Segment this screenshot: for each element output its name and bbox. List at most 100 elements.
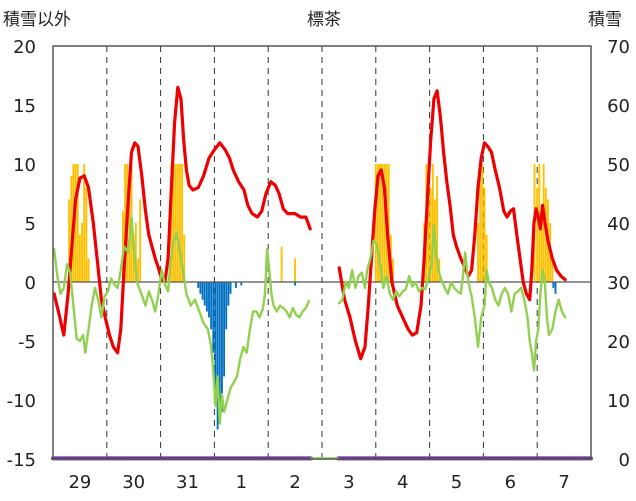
orange-bar-29 bbox=[377, 164, 379, 282]
chart-title: 標茶 bbox=[307, 10, 341, 30]
left-y-axis: -15 -10 -5 0 5 10 15 20 bbox=[7, 37, 36, 471]
blue-bar-5 bbox=[208, 282, 210, 318]
x-tick-label: 4 bbox=[397, 472, 408, 493]
blue-bar-12 bbox=[223, 282, 226, 377]
green-line-segment-1-1 bbox=[338, 224, 567, 372]
orange-bar-5 bbox=[78, 234, 81, 282]
green-line-segment-1-0 bbox=[52, 215, 311, 425]
right-axis-label: 積雪 bbox=[588, 10, 622, 30]
orange-bar-0 bbox=[68, 199, 71, 282]
x-tick-label: 1 bbox=[236, 472, 247, 493]
orange-bar-25 bbox=[183, 234, 186, 282]
right-tick-label: 20 bbox=[607, 332, 630, 353]
orange-bar-32 bbox=[383, 164, 386, 282]
blue-bar-4 bbox=[205, 282, 208, 312]
blue-bar-15 bbox=[229, 282, 232, 294]
orange-bar-18 bbox=[139, 199, 142, 282]
orange-bar-31 bbox=[381, 164, 384, 282]
orange-bar-46 bbox=[479, 164, 482, 282]
orange-bar-16 bbox=[134, 223, 137, 282]
orange-bar-48 bbox=[483, 187, 486, 282]
x-tick-label: 7 bbox=[558, 472, 569, 493]
left-tick-label: -10 bbox=[7, 391, 36, 412]
right-tick-label: 40 bbox=[607, 214, 630, 235]
x-tick-label: 3 bbox=[343, 472, 354, 493]
x-tick-label: 6 bbox=[505, 472, 516, 493]
orange-bar-52 bbox=[540, 211, 543, 282]
orange-bar-21 bbox=[174, 164, 177, 282]
blue-bar-20 bbox=[554, 282, 557, 294]
blue-bar-2 bbox=[201, 282, 204, 300]
orange-bar-24 bbox=[181, 164, 184, 282]
blue-bar-19 bbox=[552, 282, 555, 288]
orange-bar-17 bbox=[137, 258, 139, 282]
header-texts: 積雪以外 標茶 積雪 bbox=[3, 10, 622, 30]
left-tick-label: 0 bbox=[25, 273, 36, 294]
orange-bar-19 bbox=[170, 164, 173, 282]
left-tick-label: 5 bbox=[25, 214, 36, 235]
orange-bar-34 bbox=[387, 164, 390, 282]
orange-bar-36 bbox=[392, 258, 394, 282]
orange-bar-20 bbox=[172, 164, 175, 282]
orange-bar-11 bbox=[124, 164, 127, 282]
orange-bar-57 bbox=[551, 258, 554, 282]
blue-bar-11 bbox=[220, 282, 223, 412]
left-tick-label: 20 bbox=[13, 37, 36, 58]
right-tick-label: 60 bbox=[607, 96, 630, 117]
x-tick-label: 31 bbox=[176, 472, 199, 493]
blue-bar-8 bbox=[214, 282, 217, 400]
blue-bar-1 bbox=[199, 282, 202, 294]
grid-lines bbox=[106, 46, 538, 459]
left-tick-label: 10 bbox=[13, 155, 36, 176]
right-tick-label: 30 bbox=[607, 273, 630, 294]
orange-bar-1 bbox=[70, 175, 73, 282]
x-tick-label: 30 bbox=[122, 472, 145, 493]
orange-bar-43 bbox=[436, 175, 439, 282]
left-axis-label: 積雪以外 bbox=[3, 10, 71, 30]
orange-bar-45 bbox=[477, 223, 479, 282]
orange-bar-39 bbox=[427, 164, 430, 282]
blue-bar-17 bbox=[240, 282, 243, 286]
orange-bar-7 bbox=[83, 164, 86, 282]
right-tick-label: 10 bbox=[607, 391, 630, 412]
x-axis: 29 30 31 1 2 3 4 5 6 7 bbox=[68, 472, 569, 493]
blue-bar-16 bbox=[234, 282, 237, 288]
left-tick-label: -15 bbox=[7, 450, 36, 471]
left-tick-label: 15 bbox=[13, 96, 36, 117]
orange-bar-6 bbox=[81, 223, 83, 282]
right-tick-label: 0 bbox=[619, 450, 630, 471]
left-tick-label: -5 bbox=[18, 332, 36, 353]
blue-bar-9 bbox=[216, 282, 219, 430]
orange-bar-28 bbox=[374, 164, 377, 282]
orange-bar-23 bbox=[179, 164, 181, 282]
right-tick-label: 70 bbox=[607, 37, 630, 58]
orange-bar-26 bbox=[280, 246, 283, 282]
red-line-segment-0-1 bbox=[337, 89, 567, 361]
blue-bar-3 bbox=[203, 282, 206, 306]
orange-bar-50 bbox=[536, 187, 539, 282]
orange-bar-3 bbox=[74, 164, 77, 282]
right-tick-label: 50 bbox=[607, 155, 630, 176]
orange-bar-47 bbox=[481, 164, 484, 282]
blue-bar-0 bbox=[197, 282, 200, 288]
plot-frame bbox=[52, 45, 592, 460]
orange-bar-4 bbox=[76, 164, 79, 282]
blue-bar-10 bbox=[218, 282, 221, 424]
x-tick-label: 5 bbox=[451, 472, 462, 493]
right-y-axis: 0 10 20 30 40 50 60 70 bbox=[607, 37, 630, 471]
blue-bar-13 bbox=[225, 282, 228, 330]
orange-bar-22 bbox=[176, 164, 179, 282]
blue-bar-6 bbox=[210, 282, 213, 330]
orange-bar-41 bbox=[431, 164, 434, 282]
orange-bar-30 bbox=[379, 164, 382, 282]
blue-bar-18 bbox=[294, 282, 297, 286]
orange-bar-27 bbox=[294, 258, 297, 282]
x-tick-label: 29 bbox=[68, 472, 91, 493]
x-tick-label: 2 bbox=[289, 472, 300, 493]
orange-bar-49 bbox=[485, 234, 488, 282]
blue-bar-14 bbox=[227, 282, 230, 306]
blue-bar-7 bbox=[212, 282, 215, 353]
red-line-segment-0-0 bbox=[52, 85, 312, 355]
orange-bar-8 bbox=[85, 187, 88, 282]
